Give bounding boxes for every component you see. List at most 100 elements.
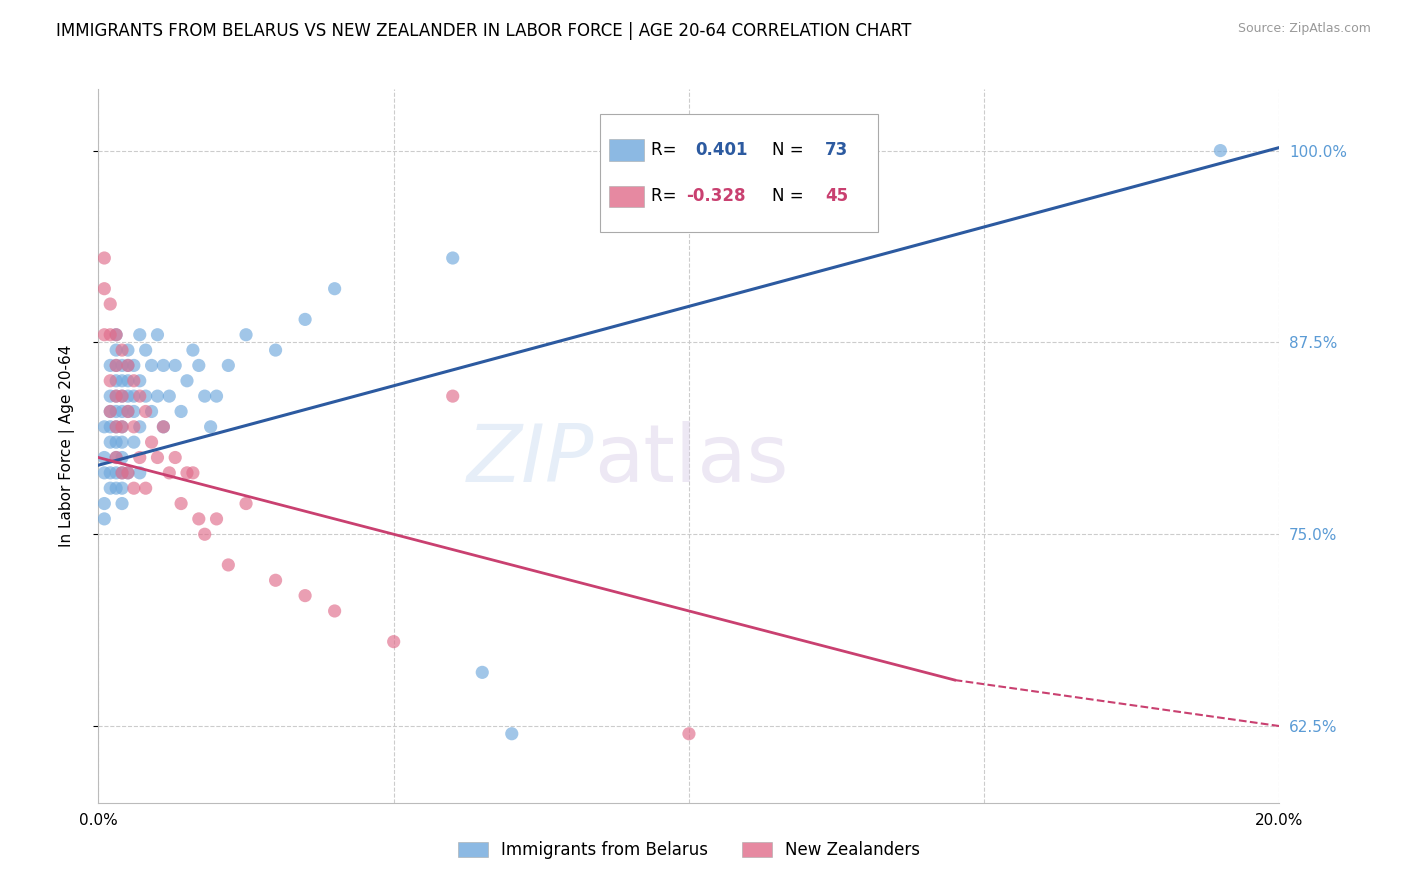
Point xyxy=(135,389,157,403)
Text: Source: ZipAtlas.com: Source: ZipAtlas.com xyxy=(1237,22,1371,36)
Point xyxy=(122,389,145,403)
Text: atlas: atlas xyxy=(595,421,789,500)
Point xyxy=(98,481,121,495)
Text: R=: R= xyxy=(651,141,682,159)
Point xyxy=(117,404,139,418)
Text: IMMIGRANTS FROM BELARUS VS NEW ZEALANDER IN LABOR FORCE | AGE 20-64 CORRELATION : IMMIGRANTS FROM BELARUS VS NEW ZEALANDER… xyxy=(56,22,911,40)
Point xyxy=(93,466,115,480)
Point xyxy=(128,419,150,434)
Point xyxy=(501,727,523,741)
Point xyxy=(105,359,128,373)
Point xyxy=(205,512,228,526)
Point xyxy=(105,419,128,434)
Point xyxy=(323,604,346,618)
Point xyxy=(165,359,187,373)
FancyBboxPatch shape xyxy=(600,114,877,232)
Point xyxy=(105,359,128,373)
Point xyxy=(122,481,145,495)
Point xyxy=(128,374,150,388)
Point xyxy=(117,466,139,480)
Point xyxy=(128,450,150,465)
Point xyxy=(98,419,121,434)
Point xyxy=(176,374,198,388)
Point xyxy=(117,404,139,418)
Text: R=: R= xyxy=(651,187,682,205)
Point xyxy=(135,404,157,418)
Point xyxy=(111,389,134,403)
Point xyxy=(111,450,134,465)
Text: 0.401: 0.401 xyxy=(695,141,748,159)
Text: N =: N = xyxy=(772,187,808,205)
Point xyxy=(111,466,134,480)
Point xyxy=(294,589,316,603)
Bar xyxy=(609,139,644,161)
Point xyxy=(235,327,257,342)
Text: ZIP: ZIP xyxy=(467,421,595,500)
Point xyxy=(98,359,121,373)
Point xyxy=(141,359,163,373)
Point xyxy=(264,574,287,588)
Point xyxy=(152,419,174,434)
Point xyxy=(111,419,134,434)
Legend: Immigrants from Belarus, New Zealanders: Immigrants from Belarus, New Zealanders xyxy=(451,835,927,866)
Point xyxy=(105,389,128,403)
Point xyxy=(93,251,115,265)
Point xyxy=(105,389,128,403)
Point xyxy=(111,466,134,480)
Point xyxy=(105,450,128,465)
Point xyxy=(678,727,700,741)
Point xyxy=(141,404,163,418)
Point xyxy=(105,374,128,388)
Text: N =: N = xyxy=(772,141,808,159)
Point xyxy=(217,558,239,572)
Point xyxy=(152,419,174,434)
Bar xyxy=(609,186,644,207)
Point xyxy=(111,343,134,357)
Y-axis label: In Labor Force | Age 20-64: In Labor Force | Age 20-64 xyxy=(59,345,75,547)
Point xyxy=(170,404,193,418)
Point xyxy=(117,466,139,480)
Point xyxy=(122,404,145,418)
Point xyxy=(98,435,121,450)
Point xyxy=(105,327,128,342)
Point xyxy=(117,389,139,403)
Point xyxy=(146,327,169,342)
Point xyxy=(122,359,145,373)
Point xyxy=(117,359,139,373)
Point xyxy=(111,389,134,403)
Point xyxy=(117,374,139,388)
Point xyxy=(111,419,134,434)
Point xyxy=(382,634,405,648)
Point xyxy=(181,343,204,357)
Point xyxy=(187,359,209,373)
Point xyxy=(217,359,239,373)
Point xyxy=(141,435,163,450)
Point xyxy=(117,343,139,357)
Point xyxy=(152,359,174,373)
Point xyxy=(93,419,115,434)
Point xyxy=(1209,144,1232,158)
Point xyxy=(205,389,228,403)
Point xyxy=(93,497,115,511)
Point xyxy=(98,374,121,388)
Point xyxy=(105,481,128,495)
Point xyxy=(111,374,134,388)
Point xyxy=(105,435,128,450)
Point xyxy=(181,466,204,480)
Point xyxy=(194,527,217,541)
Point xyxy=(122,435,145,450)
Text: 73: 73 xyxy=(825,141,848,159)
Point xyxy=(187,512,209,526)
Point xyxy=(128,327,150,342)
Point xyxy=(111,404,134,418)
Point xyxy=(194,389,217,403)
Point xyxy=(93,450,115,465)
Point xyxy=(235,497,257,511)
Point xyxy=(98,297,121,311)
Point xyxy=(111,481,134,495)
Point xyxy=(93,282,115,296)
Point xyxy=(111,497,134,511)
Point xyxy=(122,419,145,434)
Point xyxy=(135,343,157,357)
Point xyxy=(157,466,180,480)
